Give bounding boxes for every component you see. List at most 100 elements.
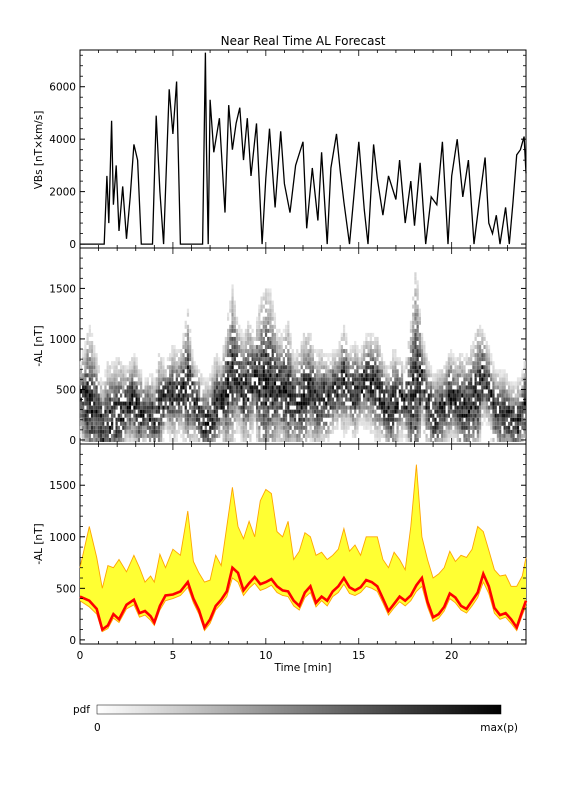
pdf-cell (478, 437, 482, 442)
pdf-cell (271, 417, 274, 422)
pdf-cell (389, 365, 393, 370)
pdf-cell (291, 421, 294, 426)
pdf-cell (238, 365, 241, 370)
pdf-cell (106, 413, 109, 418)
pdf-cell (247, 389, 250, 394)
pdf-cell (133, 405, 136, 410)
pdf-cell (305, 345, 308, 350)
pdf-cell (287, 421, 290, 426)
pdf-cell (269, 296, 272, 301)
pdf-cell (289, 385, 292, 390)
pdf-cell (423, 405, 426, 410)
pdf-cell (481, 349, 484, 354)
pdf-cell (233, 369, 236, 374)
pdf-cell (309, 429, 312, 434)
pdf-cell (93, 357, 96, 362)
pdf-cell (284, 437, 288, 442)
pdf-cell (487, 421, 491, 426)
pdf-cell (271, 429, 274, 434)
pdf-cell (427, 373, 430, 378)
pdf-cell (521, 405, 524, 410)
pdf-cell (86, 417, 89, 422)
pdf-cell (436, 397, 439, 402)
pdf-cell (137, 437, 141, 442)
pdf-cell (102, 417, 105, 422)
pdf-cell (400, 365, 404, 370)
pdf-cell (224, 361, 227, 366)
pdf-cell (467, 393, 471, 398)
pdf-cell (291, 349, 294, 354)
pdf-cell (229, 308, 232, 313)
pdf-cell (267, 308, 270, 313)
pdf-cell (177, 397, 181, 402)
pdf-cell (325, 373, 328, 378)
pdf-cell (434, 421, 437, 426)
pdf-cell (278, 345, 281, 350)
pdf-cell (351, 397, 355, 402)
pdf-cell (240, 389, 243, 394)
pdf-cell (186, 353, 190, 358)
pdf-cell (418, 369, 422, 374)
pdf-cell (262, 409, 265, 414)
pdf-cell (146, 393, 149, 398)
pdf-cell (396, 433, 399, 438)
pdf-cell (151, 417, 154, 422)
pdf-cell (514, 393, 517, 398)
pdf-cell (360, 421, 364, 426)
pdf-cell (289, 389, 292, 394)
pdf-cell (452, 357, 455, 362)
pdf-cell (351, 417, 355, 422)
pdf-cell (218, 433, 221, 438)
pdf-cell (296, 421, 299, 426)
pdf-cell (267, 353, 270, 358)
pdf-cell (394, 409, 397, 414)
pdf-cell (222, 373, 225, 378)
pdf-cell (456, 433, 459, 438)
pdf-cell (269, 421, 272, 426)
pdf-cell (155, 377, 158, 382)
pdf-cell (204, 385, 207, 390)
pdf-cell (354, 345, 357, 350)
pdf-cell (235, 349, 239, 354)
pdf-cell (140, 385, 143, 390)
pdf-cell (177, 425, 181, 430)
pdf-cell (213, 393, 216, 398)
pdf-cell (240, 405, 243, 410)
pdf-cell (336, 377, 339, 382)
pdf-cell (342, 417, 346, 422)
pdf-cell (476, 349, 479, 354)
pdf-cell (407, 437, 410, 442)
pdf-cell (255, 349, 259, 354)
pdf-cell (235, 417, 239, 422)
pdf-cell (247, 413, 250, 418)
pdf-cell (501, 405, 504, 410)
pdf-cell (137, 433, 141, 438)
pdf-cell (218, 385, 221, 390)
pdf-cell (153, 425, 156, 430)
pdf-cell (247, 324, 250, 329)
pdf-cell (472, 393, 475, 398)
pdf-cell (298, 413, 301, 418)
pdf-cell (302, 353, 306, 358)
pdf-cell (182, 361, 185, 366)
pdf-cell (305, 437, 308, 442)
pdf-cell (255, 401, 259, 406)
pdf-cell (507, 385, 511, 390)
pdf-cell (367, 417, 370, 422)
pdf-cell (160, 357, 163, 362)
pdf-cell (133, 361, 136, 366)
pdf-cell (507, 381, 511, 386)
pdf-cell (398, 389, 401, 394)
pdf-cell (240, 369, 243, 374)
pdf-cell (474, 336, 477, 341)
pdf-cell (400, 361, 404, 366)
pdf-cell (425, 389, 428, 394)
pdf-cell (135, 401, 138, 406)
pdf-cell (153, 381, 156, 386)
pdf-cell (86, 437, 89, 442)
pdf-cell (244, 381, 248, 386)
pdf-cell (425, 377, 428, 382)
pdf-cell (191, 349, 194, 354)
pdf-cell (235, 328, 239, 333)
pdf-cell (249, 340, 252, 345)
